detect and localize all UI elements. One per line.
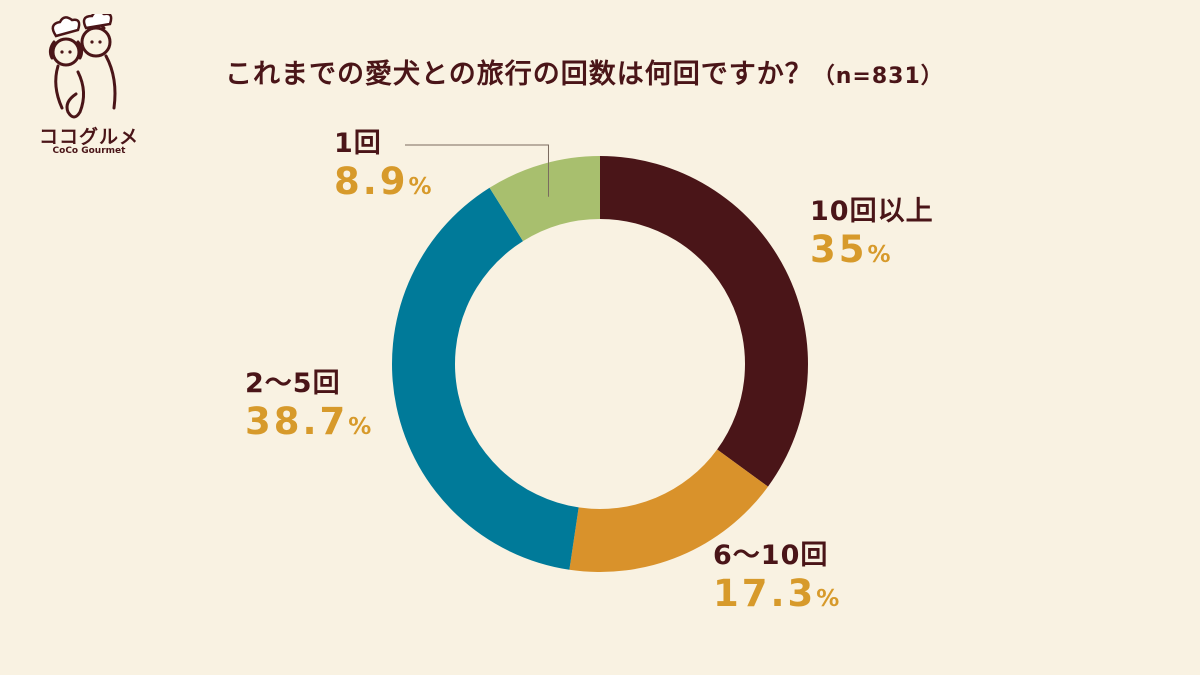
chart-title: これまでの愛犬との旅行の回数は何回ですか？（n=831）	[225, 52, 944, 91]
slice-value-unit: %	[867, 242, 891, 269]
donut-slice	[392, 187, 579, 570]
slice-label: 2〜5回 38.7%	[245, 368, 371, 445]
slice-label: 10回以上 35%	[810, 196, 934, 273]
slice-value-unit: %	[408, 174, 432, 201]
slice-value-number: 35	[810, 228, 868, 272]
slice-value-label: 8.9%	[334, 160, 432, 204]
slice-category-label: 2〜5回	[245, 368, 341, 399]
leader-line	[405, 144, 549, 197]
slice-category-label: 1回	[334, 128, 382, 159]
donut-slice	[569, 449, 769, 572]
chart-title-main: これまでの愛犬との旅行の回数は何回ですか？	[225, 59, 813, 90]
slice-category-label: 10回以上	[810, 196, 934, 227]
coco-gourmet-logo-icon	[48, 14, 117, 119]
slice-value-unit: %	[348, 414, 372, 441]
slice-label: 6〜10回 17.3%	[713, 540, 839, 617]
slice-value-label: 38.7%	[245, 400, 371, 444]
slice-category-label: 6〜10回	[713, 540, 829, 571]
logo-subname: CoCo Gourmet	[52, 146, 126, 156]
slice-value-number: 8.9	[334, 160, 409, 204]
slice-value-number: 38.7	[245, 400, 349, 444]
slice-value-label: 17.3%	[713, 572, 839, 616]
chart-sample-size: （n=831）	[812, 64, 944, 89]
slice-value-unit: %	[816, 586, 840, 613]
slice-value-number: 17.3	[713, 572, 817, 616]
logo-name: ココグルメ	[38, 126, 139, 148]
donut-slice	[600, 156, 809, 487]
donut-slice	[489, 156, 600, 242]
slice-value-label: 35%	[810, 228, 934, 272]
slice-label: 1回 8.9%	[334, 128, 432, 205]
